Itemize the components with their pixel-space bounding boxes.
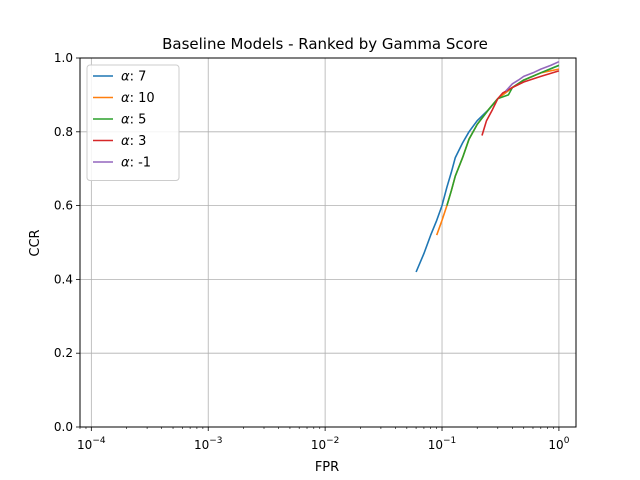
legend-label: α: 5 [121,113,146,128]
y-tick-label: 1.0 [54,51,73,65]
y-tick-label: 0.6 [54,199,73,213]
x-tick-label: 10−2 [311,436,340,452]
legend: α: 7 α: 10 α: 5 α: 3 α: -1 [86,64,180,181]
y-tick-label: 0.0 [54,420,73,434]
x-tick-label: 100 [548,436,569,452]
y-axis-label: CCR [28,229,43,256]
legend-label: α: 7 [121,70,146,85]
series-line [505,60,560,92]
legend-box [86,64,180,181]
y-tick-label: 0.8 [54,125,73,139]
series-line [415,64,560,273]
series-line [446,64,560,206]
x-axis-label: FPR [315,460,339,475]
series-line [481,70,560,136]
chart-title: Baseline Models - Ranked by Gamma Score [162,35,488,53]
series-line [435,68,560,236]
x-tick-label: 10−4 [77,436,106,452]
y-tick-label: 0.2 [54,346,73,360]
legend-label: α: -1 [121,156,151,171]
legend-label: α: 10 [121,91,155,106]
legend-label: α: 3 [121,134,146,149]
x-tick-label: 10−1 [428,436,457,452]
plot-frame [79,57,577,428]
x-tick-label: 10−3 [194,436,223,452]
y-tick-label: 0.4 [54,272,73,286]
series-lines [415,60,560,273]
axis-ticks: 10−4 10−3 10−2 10−1 100 0.0 0.2 0.4 0.6 0.8 1.0 [54,51,570,452]
